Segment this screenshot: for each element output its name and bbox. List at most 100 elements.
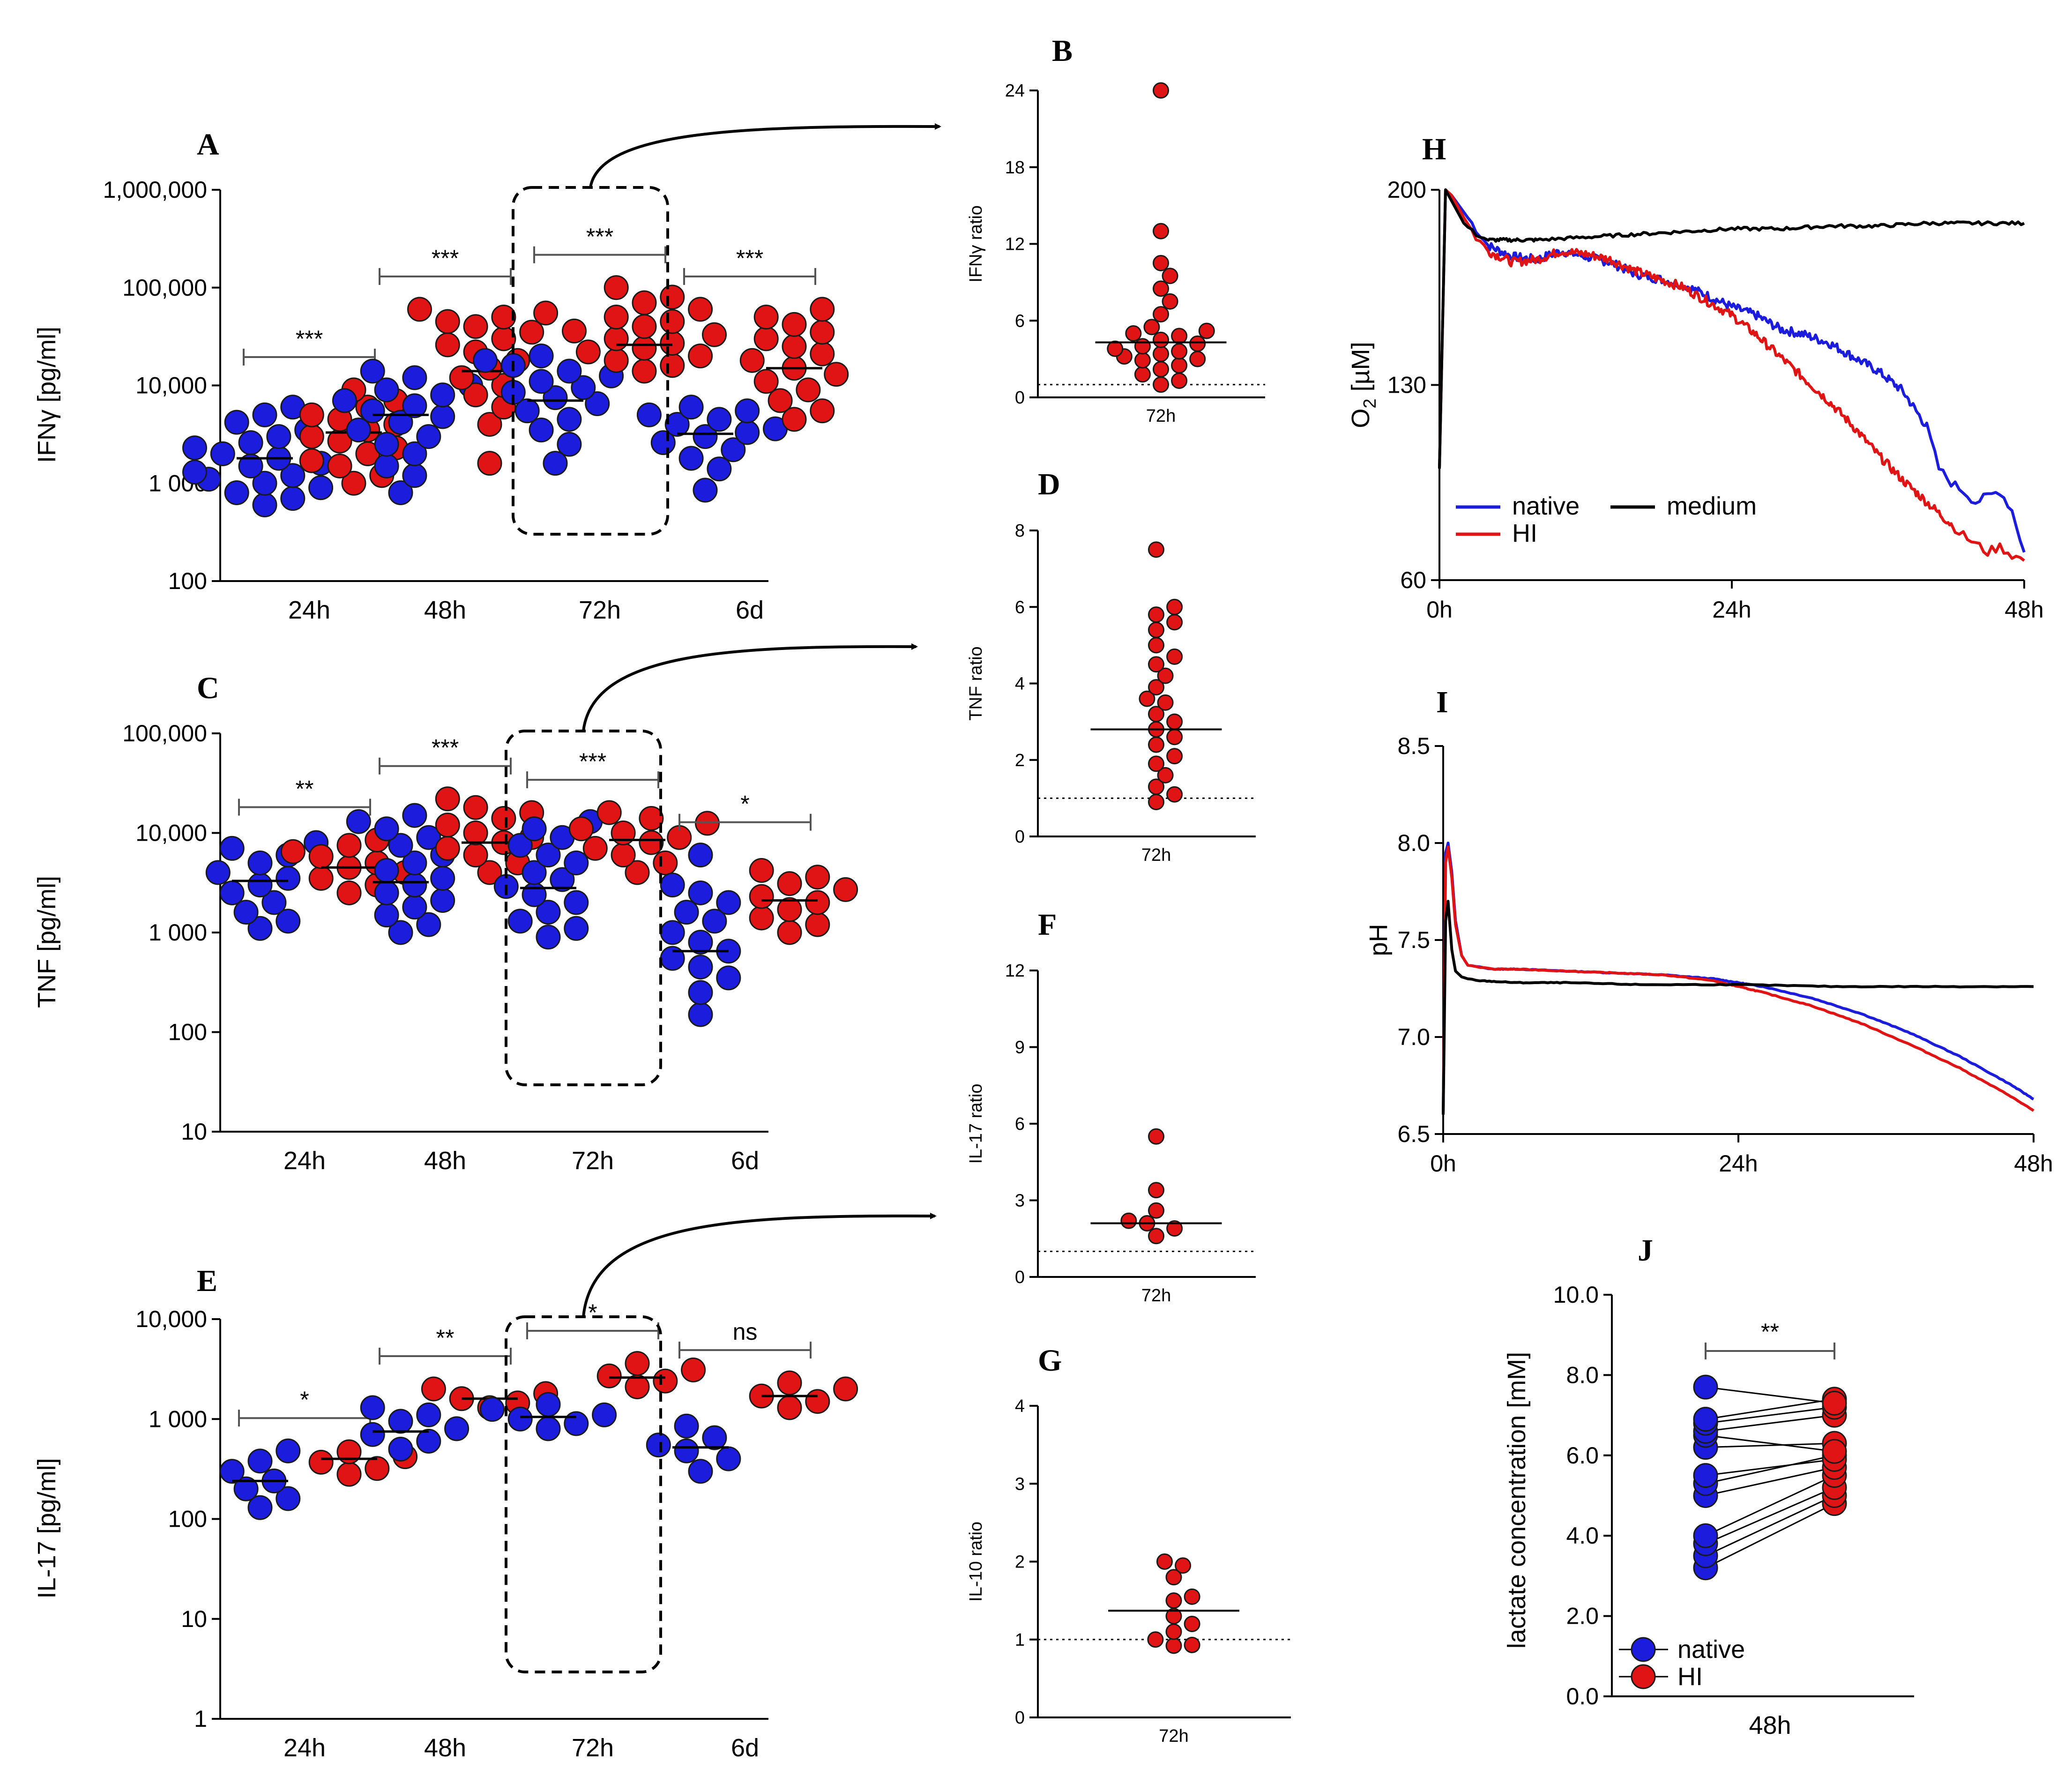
- panel-I-y-tick-label: 7.5: [1397, 927, 1430, 953]
- panel-B-ratio-point: [1189, 351, 1206, 367]
- panel-C-HI-point: [777, 920, 802, 945]
- panel-A-native-point: [224, 410, 249, 435]
- panel-A-y-tick-label: 100,000: [122, 275, 207, 301]
- panel-A-native-point: [430, 382, 455, 408]
- panel-B-y-tick-label: 0: [1015, 388, 1025, 408]
- panel-E-y-tick-label: 10: [181, 1606, 207, 1632]
- panel-D-y-tick-label: 2: [1015, 751, 1025, 770]
- panel-A-HI-point: [753, 326, 779, 351]
- panel-C-native-point: [536, 900, 561, 925]
- panel-A-HI-point: [768, 388, 793, 413]
- panel-A-HI-point: [435, 332, 460, 358]
- panel-A-HI-point: [632, 314, 657, 339]
- panel-C-HI-point: [491, 806, 516, 831]
- panel-A-native-point: [374, 453, 399, 478]
- panel-J-native-point: [1693, 1463, 1718, 1488]
- panel-B-y-tick-label: 12: [1005, 235, 1025, 254]
- panel-C-native-point: [219, 880, 245, 905]
- panel-E-native-point: [276, 1486, 301, 1511]
- panel-H-y-tick-label: 130: [1387, 372, 1426, 398]
- panel-E-native-point: [716, 1446, 741, 1471]
- panel-G-ratio-point: [1165, 1637, 1182, 1654]
- panel-C-HI-point: [625, 860, 650, 885]
- panel-J-label: J: [1638, 1233, 1653, 1268]
- panel-A-category-label: 72h: [579, 596, 621, 624]
- panel-A-native-point: [280, 486, 306, 511]
- panel-C-native-point: [346, 809, 371, 834]
- panel-C-native-point: [564, 890, 589, 915]
- panel-E-native-point: [444, 1416, 470, 1441]
- panel-J-y-title: lactate concentration [mM]: [1503, 1352, 1531, 1649]
- panel-I-x-tick-label: 24h: [1719, 1150, 1758, 1177]
- panel-A-native-point: [585, 391, 610, 417]
- panel-E-y-title: IL-17 [pg/ml]: [33, 1458, 61, 1598]
- panel-J-pair-line: [1705, 1414, 1835, 1432]
- panel-C-HI-point: [463, 821, 488, 845]
- panel-C-native-point: [374, 816, 399, 842]
- panel-A-HI-point: [604, 348, 629, 373]
- panel-C-arrow: [582, 643, 918, 731]
- panel-D-label: D: [1038, 467, 1060, 501]
- panel-C-native-point: [688, 1002, 713, 1027]
- panel-A-HI-point: [562, 318, 587, 343]
- panel-E-HI-point: [653, 1368, 678, 1394]
- panel-J-y-tick-label: 4.0: [1566, 1522, 1599, 1549]
- panel-A-native-point: [707, 407, 732, 432]
- panel-C-HI-point: [611, 821, 636, 845]
- panel-E-HI-point: [777, 1370, 802, 1395]
- panel-A-HI-point: [327, 453, 352, 478]
- panel-D-y-tick-label: 0: [1015, 827, 1025, 847]
- panel-D-ratio-point: [1148, 656, 1164, 673]
- panel-C-HI-point: [435, 836, 460, 861]
- panel-C-HI-point: [596, 800, 622, 825]
- panel-C-native-point: [402, 873, 427, 898]
- panel-A-native-point: [557, 407, 582, 432]
- panel-A-native-point: [252, 470, 277, 496]
- panel-A-native-point: [636, 402, 662, 427]
- panel-A-HI-point: [810, 398, 835, 424]
- panel-C-HI-point: [336, 833, 362, 858]
- panel-C-native-point: [564, 916, 589, 941]
- panel-A-sig-label: ***: [736, 245, 763, 271]
- panel-B-y-tick-label: 24: [1005, 81, 1025, 101]
- panel-C-native-point: [416, 825, 441, 850]
- panel-A-native-point: [664, 412, 690, 437]
- panel-C-native-point: [374, 858, 399, 883]
- panel-E-HI-point: [777, 1395, 802, 1420]
- panel-E-category-label: 48h: [424, 1734, 466, 1762]
- panel-C-native-point: [536, 925, 561, 950]
- panel-D-y-tick-label: 8: [1015, 521, 1025, 541]
- panel-A-HI-point: [702, 322, 727, 347]
- panel-D-ratio-point: [1148, 778, 1164, 795]
- panel-C-native-point: [522, 860, 547, 885]
- panel-C-category-label: 24h: [283, 1147, 326, 1175]
- panel-C-y-tick-label: 100,000: [122, 720, 207, 746]
- panel-A-HI-point: [688, 297, 713, 322]
- panel-E-native-point: [564, 1411, 589, 1436]
- panel-B-y-title: IFNγ ratio: [966, 205, 986, 283]
- panel-J-native-point: [1693, 1523, 1718, 1548]
- panel-B-ratio-point: [1153, 331, 1169, 348]
- panel-E-native-point: [688, 1459, 713, 1484]
- panel-F-y-title: IL-17 ratio: [966, 1083, 986, 1164]
- panel-C-native-point: [702, 909, 727, 934]
- panel-A-HI-point: [824, 362, 849, 387]
- panel-E-y-tick-label: 10,000: [135, 1306, 207, 1332]
- panel-A-HI-point: [632, 358, 657, 384]
- panel-C-native-point: [660, 873, 685, 898]
- panel-A-HI-point: [435, 309, 460, 334]
- panel-C-category-label: 72h: [572, 1147, 614, 1175]
- panel-J-pair-line: [1705, 1434, 1835, 1452]
- panel-E-native-point: [536, 1392, 561, 1417]
- panel-B-ratio-point: [1153, 376, 1169, 393]
- panel-G-y-title: IL-10 ratio: [966, 1522, 986, 1602]
- panel-E-category-label: 6d: [731, 1734, 759, 1762]
- panel-C-native-point: [522, 882, 547, 907]
- panel-B-ratio-point: [1171, 343, 1188, 360]
- panel-A-HI-point: [463, 314, 488, 339]
- panel-C-HI-point: [695, 811, 720, 836]
- panel-A-native-point: [416, 424, 441, 449]
- panel-C-y-title: TNF [pg/ml]: [33, 876, 61, 1008]
- panel-A-native-point: [707, 456, 732, 482]
- panel-B-ratio-point: [1143, 319, 1160, 336]
